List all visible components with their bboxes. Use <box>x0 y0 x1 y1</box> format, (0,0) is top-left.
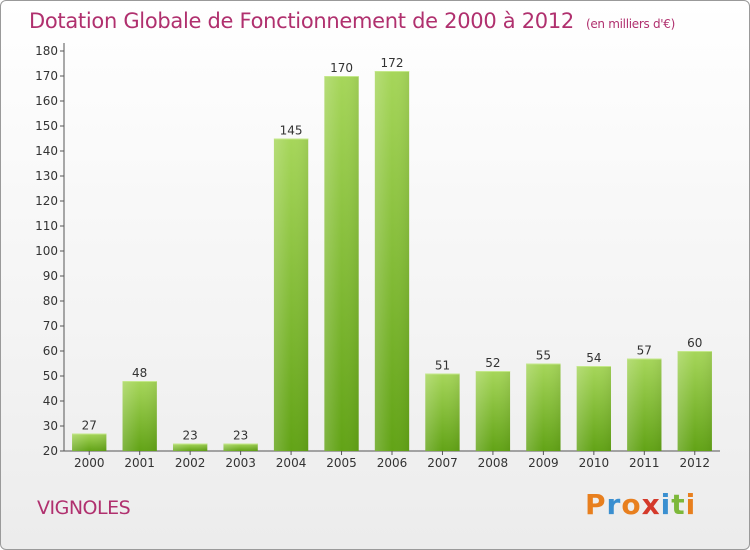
bar-shine <box>223 443 258 451</box>
logo-letter: i <box>660 488 672 521</box>
chart-subtitle: (en milliers d'€) <box>585 17 675 31</box>
bar-shine <box>677 351 712 451</box>
x-tick-label: 2005 <box>326 456 357 470</box>
bar-shine <box>172 443 208 451</box>
proxiti-logo: Proxiti <box>585 488 696 521</box>
bar-shine <box>627 358 662 451</box>
data-label: 23 <box>183 429 198 443</box>
y-tick-label: 50 <box>43 369 58 383</box>
bar-shine <box>122 381 157 451</box>
x-tick-label: 2006 <box>377 456 408 470</box>
data-label: 27 <box>82 419 97 433</box>
logo-letter: r <box>606 488 622 521</box>
logo-letter: P <box>585 488 607 521</box>
y-tick-label: 90 <box>43 269 58 283</box>
logo-letter: o <box>621 488 642 521</box>
commune-name: VIGNOLES <box>37 497 131 519</box>
x-tick-label: 2002 <box>175 456 206 470</box>
data-label: 51 <box>435 359 450 373</box>
data-label: 145 <box>280 124 303 138</box>
data-label: 23 <box>233 429 248 443</box>
data-label: 170 <box>330 61 353 75</box>
x-tick-label: 2011 <box>629 456 660 470</box>
bar-chart: 20 30 40 50 60 70 80 90 100 110 120 130 140 150 160 170… <box>35 43 720 470</box>
logo-letter: i <box>685 488 697 521</box>
y-tick-label: 180 <box>35 44 58 58</box>
y-tick-label: 30 <box>43 419 58 433</box>
x-tick-label: 2003 <box>225 456 256 470</box>
y-tick-label: 160 <box>35 94 58 108</box>
data-label: 48 <box>132 366 147 380</box>
bar-shine <box>475 371 511 451</box>
x-tick-label: 2004 <box>276 456 307 470</box>
y-tick-label: 170 <box>35 69 58 83</box>
data-label: 54 <box>586 351 601 365</box>
y-tick-label: 130 <box>35 169 58 183</box>
x-tick-label: 2007 <box>427 456 458 470</box>
x-tick-label: 2012 <box>679 456 710 470</box>
y-tick-label: 110 <box>35 219 58 233</box>
bar-shine <box>576 366 612 451</box>
bar-shine <box>425 373 460 451</box>
bar-shine <box>72 433 107 451</box>
x-tick-label: 2000 <box>74 456 105 470</box>
y-tick-label: 140 <box>35 144 58 158</box>
y-tick-label: 20 <box>43 444 58 458</box>
logo-letter: x <box>641 488 661 521</box>
x-tick-label: 2008 <box>478 456 509 470</box>
bar-shine <box>324 76 359 451</box>
y-tick-label: 120 <box>35 194 58 208</box>
bar-shine <box>273 138 309 451</box>
data-label: 52 <box>485 356 500 370</box>
x-tick-label: 2001 <box>124 456 155 470</box>
y-tick-label: 70 <box>43 319 58 333</box>
y-tick-label: 60 <box>43 344 58 358</box>
data-label: 60 <box>687 336 702 350</box>
x-tick-label: 2010 <box>579 456 610 470</box>
y-tick-label: 80 <box>43 294 58 308</box>
logo-letter: t <box>671 488 686 521</box>
chart-title-text: Dotation Globale de Fonctionnement de 20… <box>29 9 574 33</box>
bar-shine <box>374 71 410 451</box>
y-tick-label: 100 <box>35 244 58 258</box>
y-tick-label: 150 <box>35 119 58 133</box>
x-tick-label: 2009 <box>528 456 559 470</box>
y-tick-label: 40 <box>43 394 58 408</box>
bar-shine <box>526 363 561 451</box>
chart-title: Dotation Globale de Fonctionnement de 20… <box>29 9 675 33</box>
data-label: 55 <box>536 349 551 363</box>
data-label: 57 <box>637 344 652 358</box>
data-label: 172 <box>381 56 404 70</box>
